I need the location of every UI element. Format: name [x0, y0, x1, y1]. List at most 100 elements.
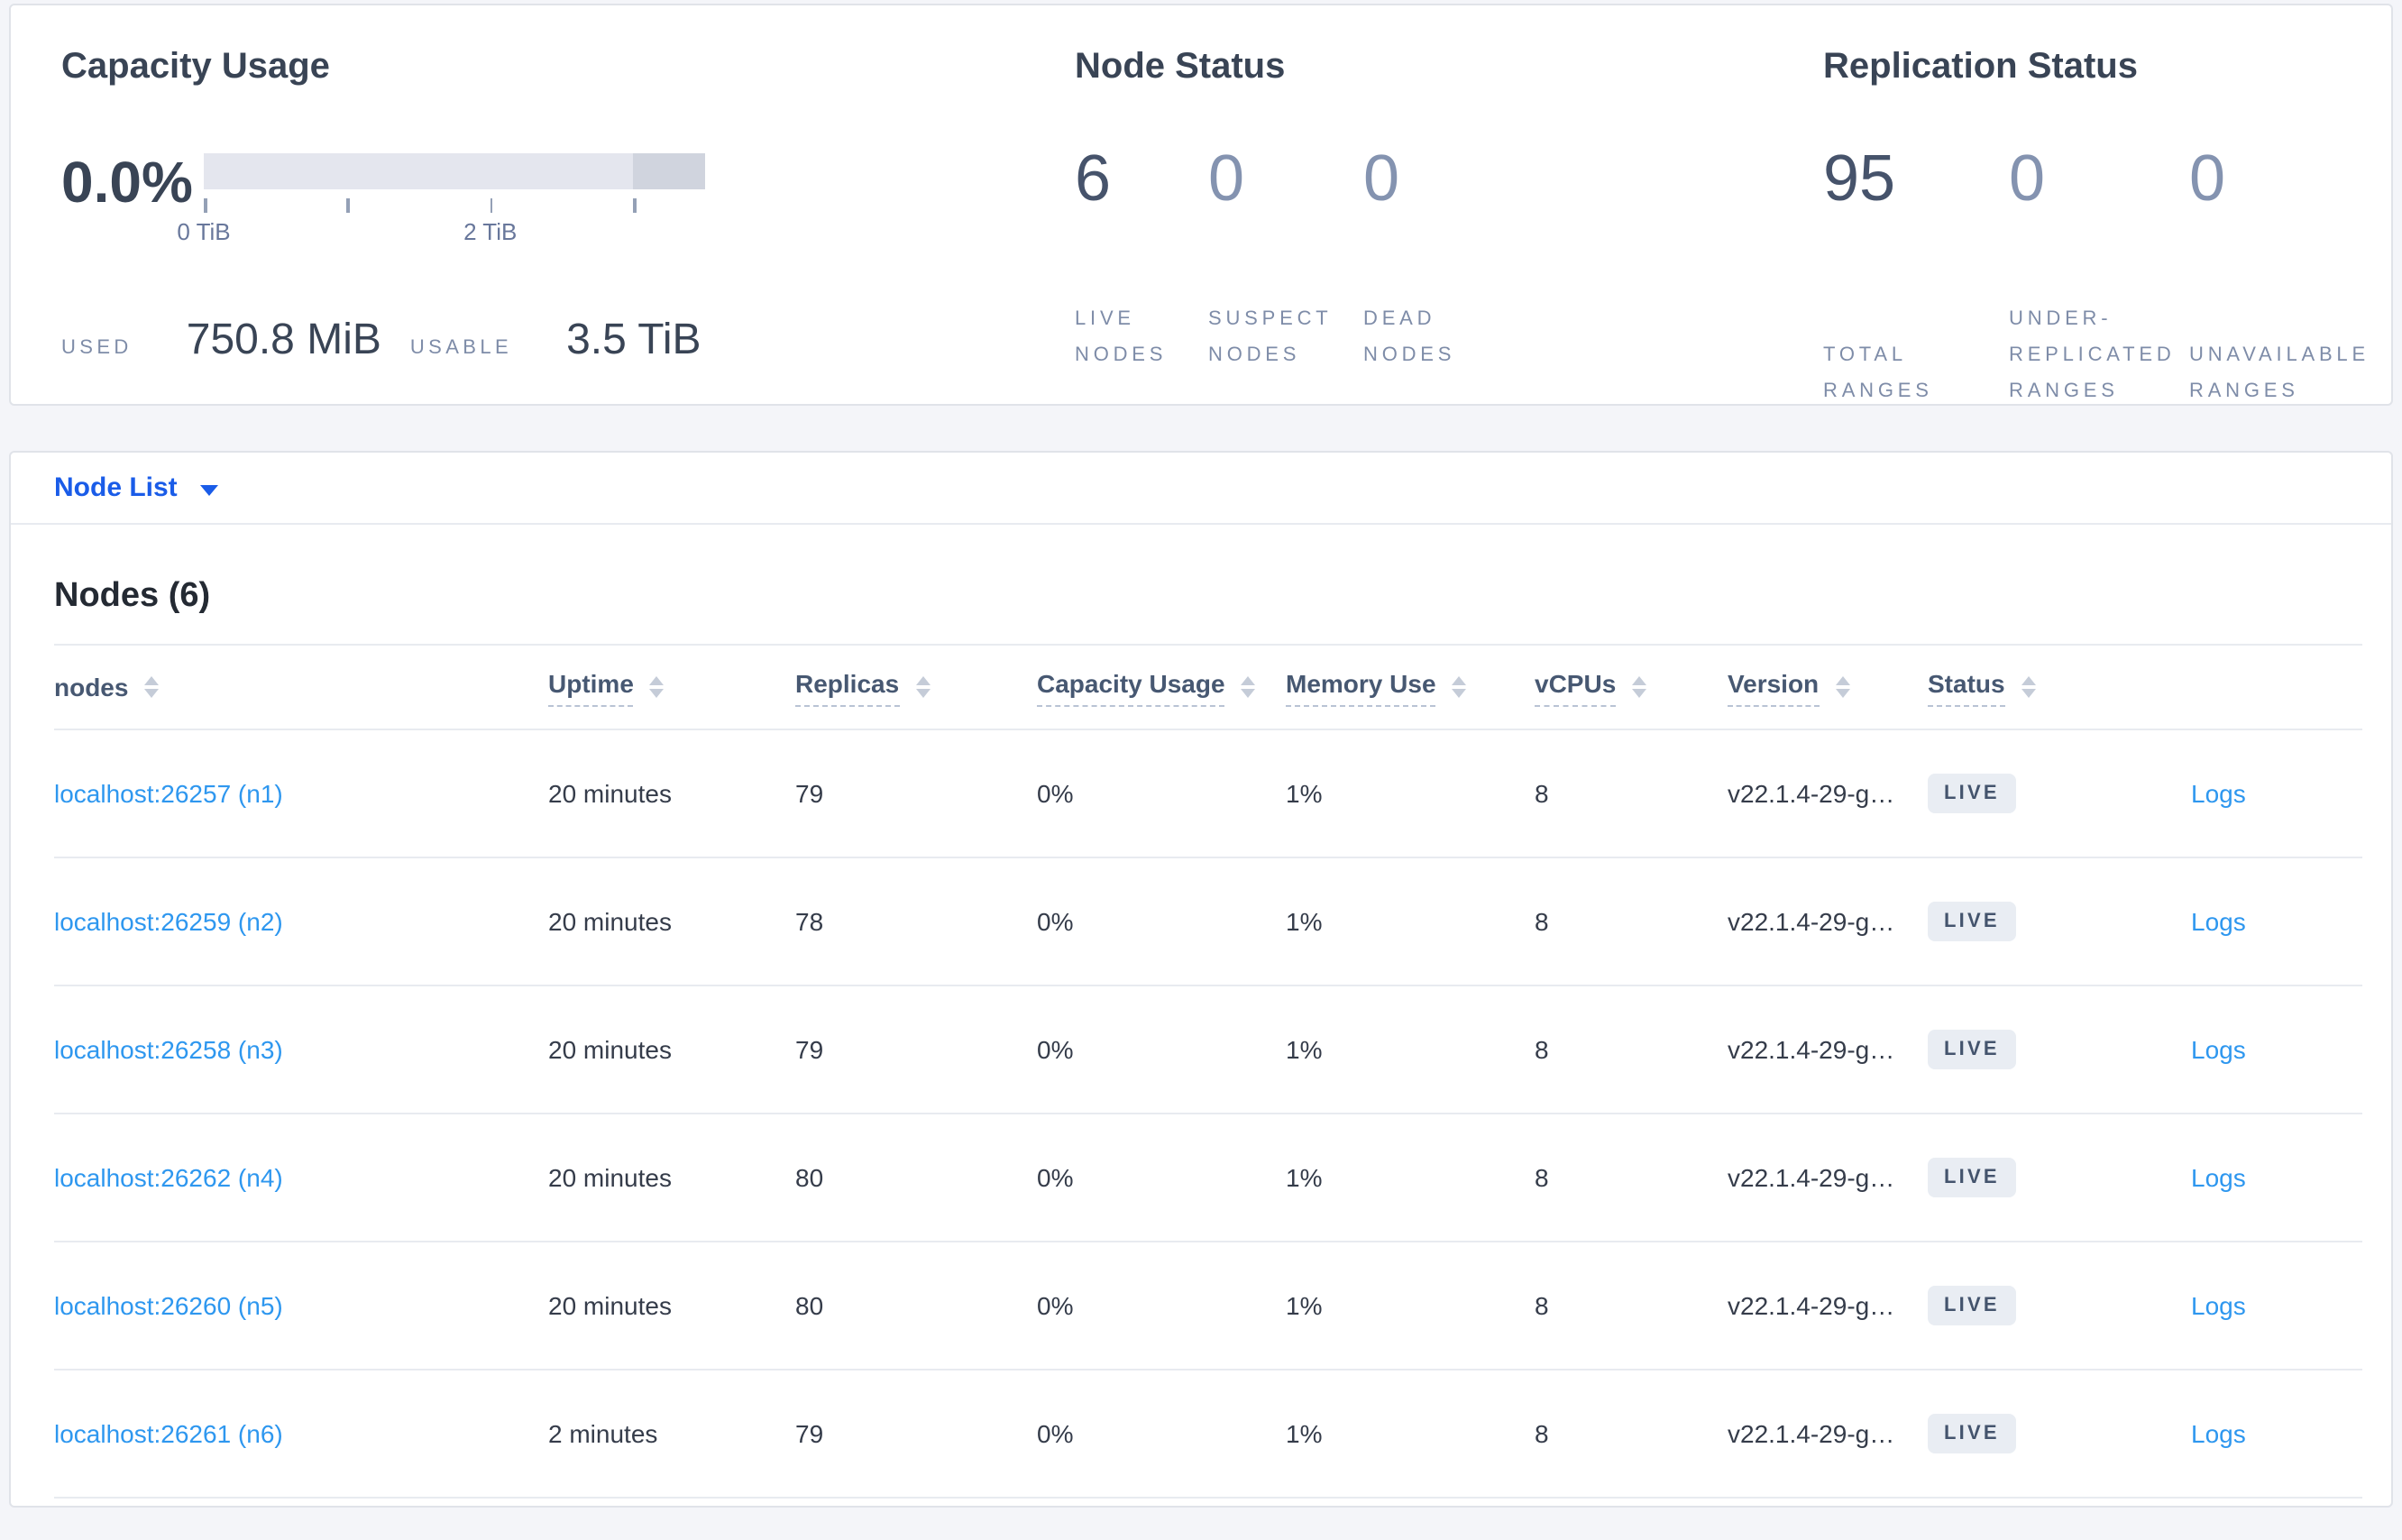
used-label: USED: [61, 337, 133, 359]
table-row: localhost:26262 (n4) 20 minutes 80 0% 1% 8 v22…: [54, 1114, 2362, 1242]
logs-link[interactable]: Logs: [2191, 1419, 2246, 1448]
cell-logs: Logs: [2191, 1370, 2362, 1499]
cell-memory: 1%: [1286, 1242, 1535, 1370]
node-link[interactable]: localhost:26259 (n2): [54, 907, 283, 936]
logs-link[interactable]: Logs: [2191, 779, 2246, 808]
column-header-nodes[interactable]: nodes: [54, 644, 548, 730]
cell-logs: Logs: [2191, 1242, 2362, 1370]
cell-version: v22.1.4-29-g…: [1728, 729, 1928, 858]
cell-vcpus: 8: [1535, 1242, 1728, 1370]
capacity-usage-footer: USED 750.8 MiB USABLE 3.5 TiB: [61, 316, 1075, 366]
cell-logs: Logs: [2191, 1114, 2362, 1242]
node-list-panel: Node List Nodes (6) nodes Uptime Replicas C…: [9, 451, 2393, 1508]
column-header-label: vCPUs: [1535, 668, 1617, 706]
cell-replicas: 79: [795, 1370, 1037, 1499]
status-badge: LIVE: [1928, 1414, 2016, 1453]
column-header-empty: [2191, 644, 2362, 730]
column-header-vcpus[interactable]: vCPUs: [1535, 644, 1728, 730]
cell-vcpus: 8: [1535, 857, 1728, 986]
cell-version: v22.1.4-29-g…: [1728, 1114, 1928, 1242]
node-list-dropdown-label: Node List: [54, 472, 178, 503]
cell-vcpus: 8: [1535, 985, 1728, 1114]
capacity-used-percent: 0.0%: [61, 150, 193, 215]
cell-uptime: 20 minutes: [548, 857, 795, 986]
stat-value: 0: [2009, 141, 2046, 215]
stat-label: UNAVAILABLE RANGES: [2189, 344, 2370, 402]
node-status-labels: LIVE NODES SUSPECT NODES DEAD NODES: [1075, 301, 1823, 373]
replication-status-title: Replication Status: [1823, 47, 2138, 87]
column-header-version[interactable]: Version: [1728, 644, 1928, 730]
cell-uptime: 20 minutes: [548, 1114, 795, 1242]
stat-label: LIVE NODES: [1075, 308, 1168, 366]
cell-vcpus: 8: [1535, 1114, 1728, 1242]
capacity-bar-tick-labels: 0 TiB 2 TiB: [177, 218, 705, 247]
cell-status: LIVE: [1928, 985, 2191, 1114]
cell-capacity: 0%: [1037, 729, 1286, 858]
cell-uptime: 20 minutes: [548, 729, 795, 858]
cell-capacity: 0%: [1037, 1370, 1286, 1499]
node-status-section: Node Status 6 0 0 LIVE NODES SUSPECT NODES D…: [1075, 41, 1823, 404]
cell-capacity: 0%: [1037, 985, 1286, 1114]
cell-version: v22.1.4-29-g…: [1728, 857, 1928, 986]
cell-node: localhost:26261 (n6): [54, 1370, 548, 1499]
nodes-table-header-row: nodes Uptime Replicas Capacity Usage Memory …: [54, 644, 2362, 730]
status-badge: LIVE: [1928, 1030, 2016, 1069]
node-list-dropdown[interactable]: Node List: [11, 453, 2391, 525]
usable-value: 3.5 TiB: [566, 316, 701, 364]
capacity-bar-segment: [204, 153, 634, 189]
logs-link[interactable]: Logs: [2191, 1291, 2246, 1320]
column-header-label: Capacity Usage: [1037, 668, 1225, 706]
stat-value: 0: [2189, 141, 2226, 215]
sort-icon: [144, 676, 160, 698]
sort-icon: [649, 676, 665, 698]
column-header-uptime[interactable]: Uptime: [548, 644, 795, 730]
column-header-capacity-usage[interactable]: Capacity Usage: [1037, 644, 1286, 730]
logs-link[interactable]: Logs: [2191, 1163, 2246, 1192]
column-header-inner: Replicas: [795, 668, 931, 706]
cell-memory: 1%: [1286, 857, 1535, 986]
logs-link[interactable]: Logs: [2191, 1035, 2246, 1064]
cell-version: v22.1.4-29-g…: [1728, 1242, 1928, 1370]
cell-vcpus: 8: [1535, 729, 1728, 858]
cell-node: localhost:26259 (n2): [54, 857, 548, 986]
column-header-memory-use[interactable]: Memory Use: [1286, 644, 1535, 730]
node-status-values: 6 0 0: [1075, 145, 1823, 211]
column-header-inner: Capacity Usage: [1037, 668, 1256, 706]
nodes-table: nodes Uptime Replicas Capacity Usage Memory …: [54, 644, 2362, 1499]
node-link[interactable]: localhost:26261 (n6): [54, 1419, 283, 1448]
node-link[interactable]: localhost:26262 (n4): [54, 1163, 283, 1192]
cell-replicas: 78: [795, 857, 1037, 986]
replication-status-labels: TOTAL RANGES UNDER-REPLICATED RANGES UNAVA…: [1823, 301, 2402, 409]
node-link[interactable]: localhost:26257 (n1): [54, 779, 283, 808]
status-badge: LIVE: [1928, 902, 2016, 941]
column-header-label: Uptime: [548, 668, 634, 706]
cluster-overview-page: Capacity Usage 0.0% 0 TiB 2 TiB USED 750.…: [0, 4, 2402, 1540]
sort-icon: [1632, 676, 1647, 698]
cell-logs: Logs: [2191, 985, 2362, 1114]
column-header-label: nodes: [54, 672, 129, 701]
cell-capacity: 0%: [1037, 1242, 1286, 1370]
table-row: localhost:26258 (n3) 20 minutes 79 0% 1% 8 v22…: [54, 985, 2362, 1114]
sort-icon: [915, 676, 931, 698]
column-header-inner: vCPUs: [1535, 668, 1647, 706]
column-header-inner: Version: [1728, 668, 1850, 706]
status-badge: LIVE: [1928, 1286, 2016, 1325]
logs-link[interactable]: Logs: [2191, 907, 2246, 936]
column-header-status[interactable]: Status: [1928, 644, 2191, 730]
column-header-replicas[interactable]: Replicas: [795, 644, 1037, 730]
cell-status: LIVE: [1928, 857, 2191, 986]
axis-tick: [490, 198, 493, 213]
stat-label: UNDER-REPLICATED RANGES: [2009, 308, 2176, 402]
cell-memory: 1%: [1286, 729, 1535, 858]
cell-node: localhost:26260 (n5): [54, 1242, 548, 1370]
axis-tick-label: 0 TiB: [177, 218, 231, 245]
node-link[interactable]: localhost:26258 (n3): [54, 1035, 283, 1064]
axis-tick: [633, 198, 637, 213]
cell-status: LIVE: [1928, 729, 2191, 858]
cell-logs: Logs: [2191, 729, 2362, 858]
cell-uptime: 20 minutes: [548, 1242, 795, 1370]
stat-label: DEAD NODES: [1363, 308, 1456, 366]
column-header-label: Memory Use: [1286, 668, 1436, 706]
cell-version: v22.1.4-29-g…: [1728, 1370, 1928, 1499]
node-link[interactable]: localhost:26260 (n5): [54, 1291, 283, 1320]
